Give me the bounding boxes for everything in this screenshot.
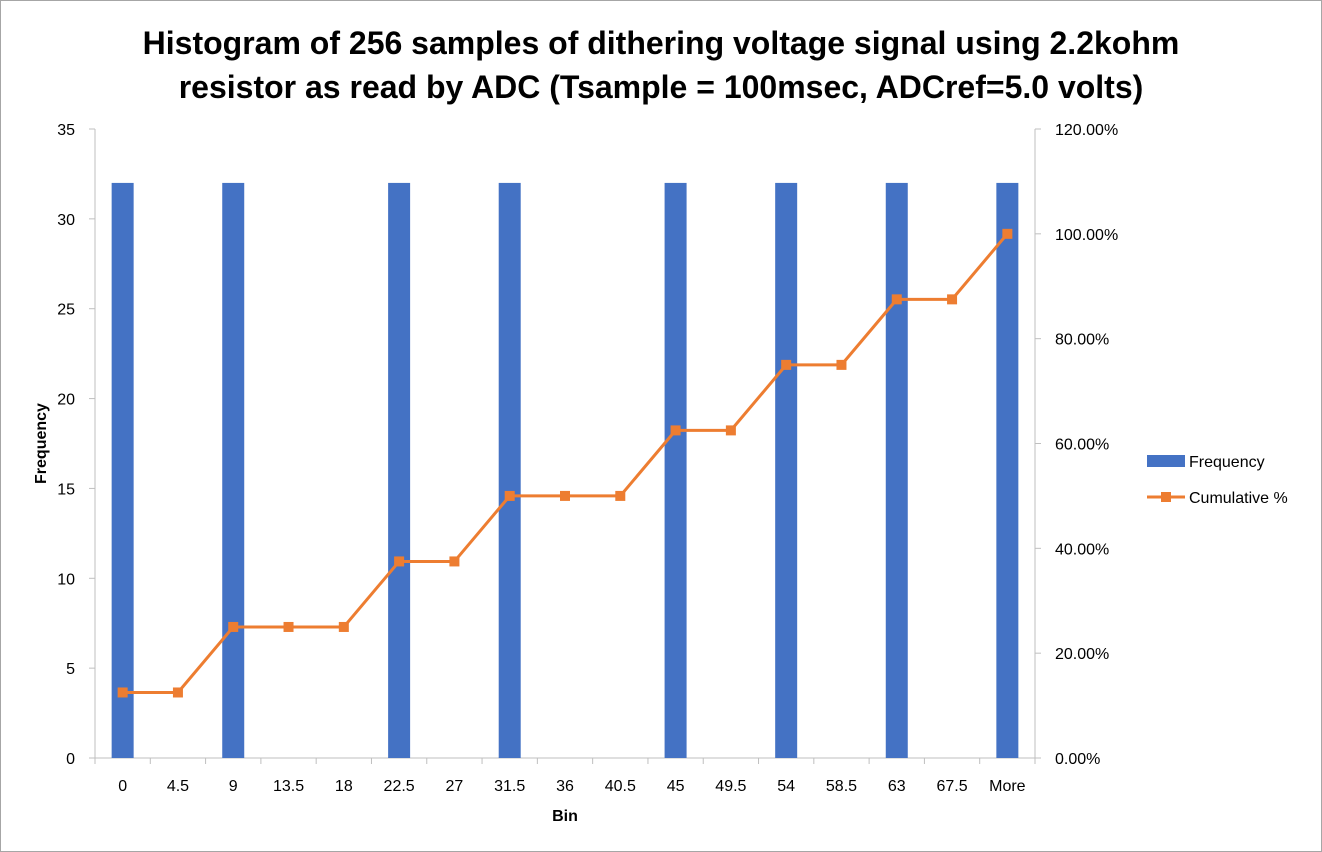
chart-title: Histogram of 256 samples of dithering vo… (1, 21, 1321, 109)
x-axis-title: Bin (552, 808, 578, 825)
y-left-tick-label: 30 (57, 212, 75, 229)
y-left-tick-label: 15 (57, 481, 75, 498)
frequency-bar (222, 182, 245, 758)
frequency-bar (498, 182, 521, 758)
frequency-bar (996, 182, 1019, 758)
cumulative-point (1002, 228, 1013, 239)
y-right-tick-label: 100.00% (1055, 227, 1118, 244)
x-tick-label: More (989, 778, 1026, 795)
y-left-tick-label: 35 (57, 122, 75, 139)
x-tick-label: 31.5 (494, 778, 525, 795)
cumulative-point (947, 294, 958, 305)
y-right-tick-label: 120.00% (1055, 122, 1118, 139)
cumulative-point (615, 490, 626, 501)
x-tick-label: 9 (229, 778, 238, 795)
cumulative-point (283, 621, 294, 632)
chart-title-line-1: Histogram of 256 samples of dithering vo… (142, 25, 1180, 61)
cumulative-point (504, 490, 515, 501)
x-tick-label: 36 (556, 778, 574, 795)
x-tick-label: 67.5 (936, 778, 967, 795)
legend-frequency-label: Frequency (1189, 454, 1265, 471)
cumulative-point (560, 490, 570, 501)
x-tick-label: 58.5 (826, 778, 857, 795)
x-tick-label: 45 (667, 778, 685, 795)
y-right-tick-label: 0.00% (1055, 751, 1100, 768)
y-right-tick-label: 40.00% (1055, 541, 1109, 558)
cumulative-point (836, 359, 847, 370)
y-right-tick-label: 60.00% (1055, 437, 1109, 454)
cumulative-point (670, 425, 681, 436)
cumulative-point (725, 425, 736, 436)
y-left-tick-label: 10 (57, 571, 75, 588)
y-left-tick-label: 20 (57, 392, 75, 409)
frequency-bar (664, 182, 687, 758)
x-tick-label: 4.5 (167, 778, 189, 795)
cumulative-point (172, 687, 183, 698)
y-left-tick-label: 0 (66, 751, 75, 768)
y-right-tick-label: 80.00% (1055, 332, 1109, 349)
legend-frequency-swatch (1147, 455, 1185, 467)
legend-cumulative-label: Cumulative % (1189, 490, 1288, 507)
frequency-bar (388, 182, 411, 758)
cumulative-point (394, 556, 405, 567)
x-tick-label: 27 (446, 778, 464, 795)
x-tick-label: 18 (335, 778, 353, 795)
cumulative-point (228, 621, 239, 632)
x-tick-label: 13.5 (273, 778, 304, 795)
x-tick-label: 63 (888, 778, 906, 795)
cumulative-point (891, 294, 902, 305)
cumulative-point (338, 621, 349, 632)
chart-title-line-2: resistor as read by ADC (Tsample = 100ms… (178, 69, 1144, 105)
cumulative-line (122, 232, 1009, 694)
x-tick-label: 22.5 (384, 778, 415, 795)
y-left-tick-label: 5 (66, 661, 75, 678)
y-right-tick-label: 20.00% (1055, 646, 1109, 663)
y-axis-title: Frequency (33, 403, 50, 484)
x-tick-label: 40.5 (605, 778, 636, 795)
frequency-bar (111, 182, 134, 758)
x-tick-label: 49.5 (715, 778, 746, 795)
cumulative-point (117, 687, 128, 698)
legend-cumulative-marker (1161, 492, 1171, 502)
y-left-tick-label: 25 (57, 302, 75, 319)
cumulative-point (449, 556, 460, 567)
cumulative-point (781, 359, 792, 370)
frequency-bar (775, 182, 798, 758)
x-tick-label: 54 (777, 778, 795, 795)
x-tick-label: 0 (118, 778, 127, 795)
frequency-bar (885, 182, 908, 758)
